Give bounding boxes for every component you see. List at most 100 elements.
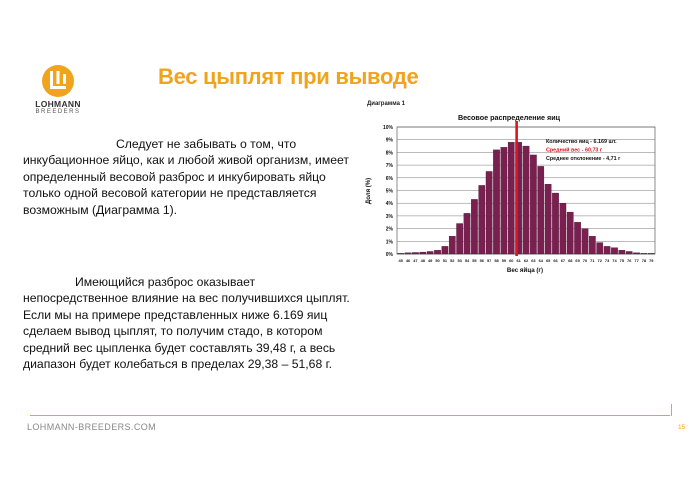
page-number: 15	[678, 424, 686, 431]
chart-x-tick-label: 64	[539, 258, 544, 263]
chart-caption: Диаграмма 1	[367, 101, 405, 107]
chart-x-tick-label: 50	[435, 258, 439, 263]
chart-x-tick-label: 69	[575, 258, 580, 263]
chart-bar	[448, 236, 456, 255]
chart-svg: Весовое распределение яиц Доля (%) Вес я…	[366, 113, 656, 274]
chart-x-tick-label: 77	[634, 258, 638, 263]
chart-bar	[463, 213, 471, 255]
chart-x-tick-label: 48	[421, 258, 426, 263]
chart-x-tick-label: 45	[399, 258, 404, 263]
chart-x-tick-label: 56	[480, 258, 485, 263]
chart-bar	[530, 154, 537, 255]
footer-divider	[30, 415, 670, 416]
chart-bar	[478, 185, 486, 255]
chart-bar	[500, 147, 508, 255]
chart-x-tick-label: 62	[524, 258, 529, 263]
chart-bar	[552, 192, 559, 255]
chart-y-tick-label: 5%	[386, 189, 394, 195]
chart-bar	[566, 211, 574, 255]
chart-y-tick-label: 9%	[386, 138, 394, 144]
chart-x-tick-label: 59	[502, 258, 507, 263]
footer-divider-tick	[671, 404, 672, 416]
chart-bar	[559, 203, 567, 255]
chart-x-tick-label: 70	[583, 258, 587, 263]
chart-x-tick-label: 75	[620, 258, 625, 263]
chart-bar	[611, 247, 618, 255]
chart-x-tick-label: 79	[649, 258, 654, 263]
logo: LOHMANN BREEDERS	[28, 64, 88, 116]
chart-bar	[507, 142, 515, 255]
chart-x-tick-label: 55	[472, 258, 477, 263]
chart-bar	[426, 251, 434, 255]
chart-bar	[603, 246, 611, 255]
chart-bar	[404, 252, 412, 255]
chart-y-tick-label: 7%	[386, 163, 394, 169]
chart-x-tick-label: 68	[568, 258, 573, 263]
chart-annotation: Средний вес - 60,73 г	[546, 146, 603, 153]
chart-bar	[419, 251, 427, 255]
chart-bar	[625, 251, 633, 255]
chart-bar	[522, 145, 530, 255]
chart-x-tick-label: 58	[494, 258, 499, 263]
chart-bar	[647, 253, 655, 255]
chart-annotation: Среднее отклонение - 4,71 г	[546, 156, 621, 162]
chart-x-tick-label: 74	[612, 258, 617, 263]
chart-bar	[640, 253, 648, 255]
chart-x-tick-label: 46	[406, 258, 411, 263]
chart-x-tick-label: 52	[450, 258, 455, 263]
chart: Весовое распределение яиц Доля (%) Вес я…	[362, 108, 662, 276]
logo-name: LOHMANN	[35, 99, 81, 109]
chart-bar	[434, 250, 441, 255]
chart-title: Весовое распределение яиц	[458, 113, 561, 122]
chart-y-tick-label: 3%	[386, 214, 394, 220]
chart-x-tick-label: 47	[413, 258, 417, 263]
chart-x-tick-label: 76	[627, 258, 632, 263]
chart-y-tick-label: 1%	[386, 239, 394, 245]
chart-y-tick-label: 0%	[386, 252, 394, 258]
chart-bar	[397, 253, 405, 255]
lohmann-logo-icon	[42, 65, 74, 97]
chart-annotation: Количество яиц - 6.169 шт.	[546, 139, 617, 145]
chart-x-tick-label: 49	[428, 258, 433, 263]
chart-bar	[633, 252, 640, 255]
chart-bar	[485, 171, 493, 255]
chart-bar	[596, 242, 604, 255]
chart-y-tick-label: 4%	[386, 201, 394, 207]
chart-x-tick-label: 67	[561, 258, 565, 263]
chart-x-tick-label: 72	[598, 258, 603, 263]
chart-bar	[574, 222, 581, 255]
chart-x-tick-label: 57	[487, 258, 491, 263]
chart-x-tick-label: 61	[516, 258, 521, 263]
chart-x-tick-label: 54	[465, 258, 470, 263]
chart-bar	[441, 246, 449, 255]
chart-bar	[493, 149, 500, 255]
chart-bar	[544, 184, 552, 255]
chart-x-tick-label: 51	[443, 258, 448, 263]
footer-url: LOHMANN-BREEDERS.COM	[27, 422, 157, 432]
logo-sub: BREEDERS	[35, 109, 81, 115]
paragraph-1-text: Следует не забывать о том, что инкубацио…	[23, 137, 349, 217]
chart-y-axis-label: Доля (%)	[366, 178, 372, 204]
chart-bar	[471, 199, 478, 255]
chart-y-tick-label: 6%	[386, 176, 394, 182]
chart-x-tick-label: 66	[553, 258, 558, 263]
page-title: Вес цыплят при выводе	[158, 64, 419, 89]
chart-bar	[412, 252, 419, 255]
chart-y-tick-label: 10%	[383, 125, 394, 131]
chart-bar	[618, 250, 626, 255]
chart-bar	[537, 166, 545, 255]
chart-bar	[581, 228, 589, 255]
chart-x-tick-label: 63	[531, 258, 536, 263]
chart-x-tick-label: 60	[509, 258, 513, 263]
chart-y-tick-label: 2%	[386, 227, 394, 233]
paragraph-1: Следует не забывать о том, что инкубацио…	[23, 136, 353, 218]
chart-bar	[456, 223, 463, 255]
chart-x-tick-label: 78	[642, 258, 647, 263]
paragraph-2: Имеющийся разброс оказывает непосредстве…	[23, 274, 353, 372]
chart-bar	[589, 236, 596, 255]
chart-x-tick-label: 53	[457, 258, 462, 263]
chart-x-axis-label: Вес яйца (г)	[507, 267, 543, 274]
chart-x-tick-label: 65	[546, 258, 551, 263]
chart-x-tick-label: 71	[590, 258, 595, 263]
paragraph-2-text: Имеющийся разброс оказывает непосредстве…	[23, 275, 350, 372]
